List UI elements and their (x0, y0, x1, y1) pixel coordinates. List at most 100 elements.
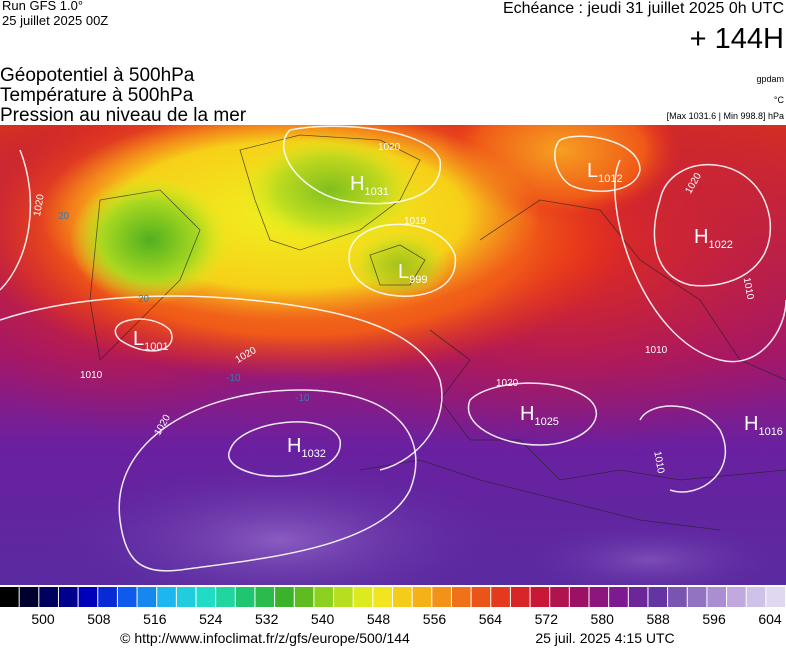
isotherm-label: -10 (226, 373, 241, 384)
colorbar-label: 556 (423, 611, 447, 627)
colorbar-label: 540 (311, 611, 335, 627)
colorbar-swatch (117, 587, 137, 607)
valid-time: Echéance : jeudi 31 juillet 2025 0h UTC (503, 0, 784, 17)
colorbar-label: 548 (367, 611, 391, 627)
colorbar-label: 580 (591, 611, 615, 627)
colorbar-swatch (491, 587, 510, 607)
isobar-label: 1010 (741, 277, 756, 301)
map (0, 125, 786, 585)
colorbar-swatch (668, 587, 687, 607)
center-value: 999 (409, 274, 427, 286)
colorbar-swatch (39, 587, 58, 607)
colorbar-swatch (609, 587, 628, 607)
center-value: 1001 (144, 341, 168, 353)
colorbar-label: 516 (143, 611, 167, 627)
colorbar-swatch (648, 587, 668, 607)
colorbar-swatch (353, 587, 373, 607)
colorbar-swatch (157, 587, 176, 607)
field-pressure: Pression au niveau de la mer (0, 105, 247, 126)
isobar-label: 1020 (32, 193, 47, 217)
colorbar-swatch (98, 587, 117, 607)
colorbar-swatch (137, 587, 157, 607)
colorbar-swatch (216, 587, 235, 607)
colorbar-swatch (530, 587, 550, 607)
colorbar-swatch (432, 587, 451, 607)
field-geopotential: Géopotentiel à 500hPa (0, 65, 195, 86)
unit-geopotential: gpdam (756, 74, 784, 84)
center-value: 1016 (758, 426, 782, 438)
pressure-center: L1012 (587, 160, 623, 185)
source: © http://www.infoclimat.fr/z/gfs/europe/… (120, 630, 410, 646)
pressure-center: L1001 (133, 328, 169, 353)
colorbar-swatch (176, 587, 196, 607)
colorbar-swatch (255, 587, 275, 607)
colorbar: 500 508 516 524 532 540 548 556 564 572 580 588 596 6… (0, 587, 785, 627)
run-date: 25 juillet 2025 00Z (2, 13, 108, 28)
colorbar-swatch (707, 587, 727, 607)
center-kind: L (398, 261, 409, 283)
center-value: 1012 (598, 173, 622, 185)
isotherm-label: 20 (58, 211, 70, 222)
center-value: 1032 (301, 448, 325, 460)
center-value: 1031 (364, 186, 388, 198)
colorbar-swatch (19, 587, 39, 607)
colorbar-label: 564 (479, 611, 503, 627)
center-value: 1022 (708, 239, 732, 251)
pressure-center: H1022 (694, 226, 733, 251)
colorbar-swatch (196, 587, 216, 607)
colorbar-swatch (78, 587, 98, 607)
colorbar-label: 596 (702, 611, 726, 627)
colorbar-swatch (58, 587, 78, 607)
colorbar-swatch (569, 587, 589, 607)
colorbar-swatch (471, 587, 491, 607)
pressure-center: H1031 (350, 173, 389, 198)
colorbar-label: 508 (87, 611, 111, 627)
center-kind: H (694, 226, 708, 248)
colorbar-swatch (727, 587, 746, 607)
colorbar-swatch (393, 587, 412, 607)
colorbar-swatch (550, 587, 569, 607)
field-temperature: Température à 500hPa (0, 85, 194, 106)
center-value: 1025 (534, 416, 558, 428)
colorbar-swatch (275, 587, 294, 607)
colorbar-label: 524 (199, 611, 223, 627)
colorbar-swatch (687, 587, 707, 607)
colorbar-label: 532 (255, 611, 279, 627)
run: Run GFS 1.0° (2, 0, 83, 13)
center-kind: H (287, 435, 301, 457)
unit-temperature: °C (774, 95, 785, 105)
colorbar-swatch (589, 587, 609, 607)
center-kind: H (350, 173, 364, 195)
pressure-center: H1016 (744, 413, 783, 438)
lead-time: + 144H (690, 23, 784, 55)
pressure-range: [Max 1031.6 | Min 998.8] hPa (667, 111, 784, 121)
isobar-label: 1020 (496, 378, 519, 389)
isobar-label: 1020 (378, 142, 401, 153)
colorbar-label: 572 (535, 611, 559, 627)
colorbar-swatch (746, 587, 766, 607)
colorbar-swatch (235, 587, 255, 607)
pressure-center: L999 (398, 261, 427, 286)
colorbar-label: 500 (31, 611, 55, 627)
colorbar-label: 588 (646, 611, 670, 627)
pressure-center: H1032 (287, 435, 326, 460)
center-kind: L (587, 160, 598, 182)
colorbar-swatch (373, 587, 392, 607)
pressure-center: H1025 (520, 403, 559, 428)
isobar-label: 1010 (651, 450, 666, 474)
generated: 25 juil. 2025 4:15 UTC (535, 630, 674, 646)
isobar-label: 1010 (645, 345, 668, 356)
colorbar-swatch (412, 587, 432, 607)
colorbar-swatch (451, 587, 471, 607)
isobar-label: 1010 (80, 370, 103, 381)
colorbar-swatch (766, 587, 785, 607)
center-kind: H (520, 403, 534, 425)
colorbar-swatch (628, 587, 648, 607)
center-kind: L (133, 328, 144, 350)
isobar-label: 1019 (404, 216, 427, 227)
colorbar-label: 604 (758, 611, 782, 627)
colorbar-swatch (0, 587, 19, 607)
colorbar-swatch (314, 587, 334, 607)
isotherm-label: -10 (295, 393, 310, 404)
